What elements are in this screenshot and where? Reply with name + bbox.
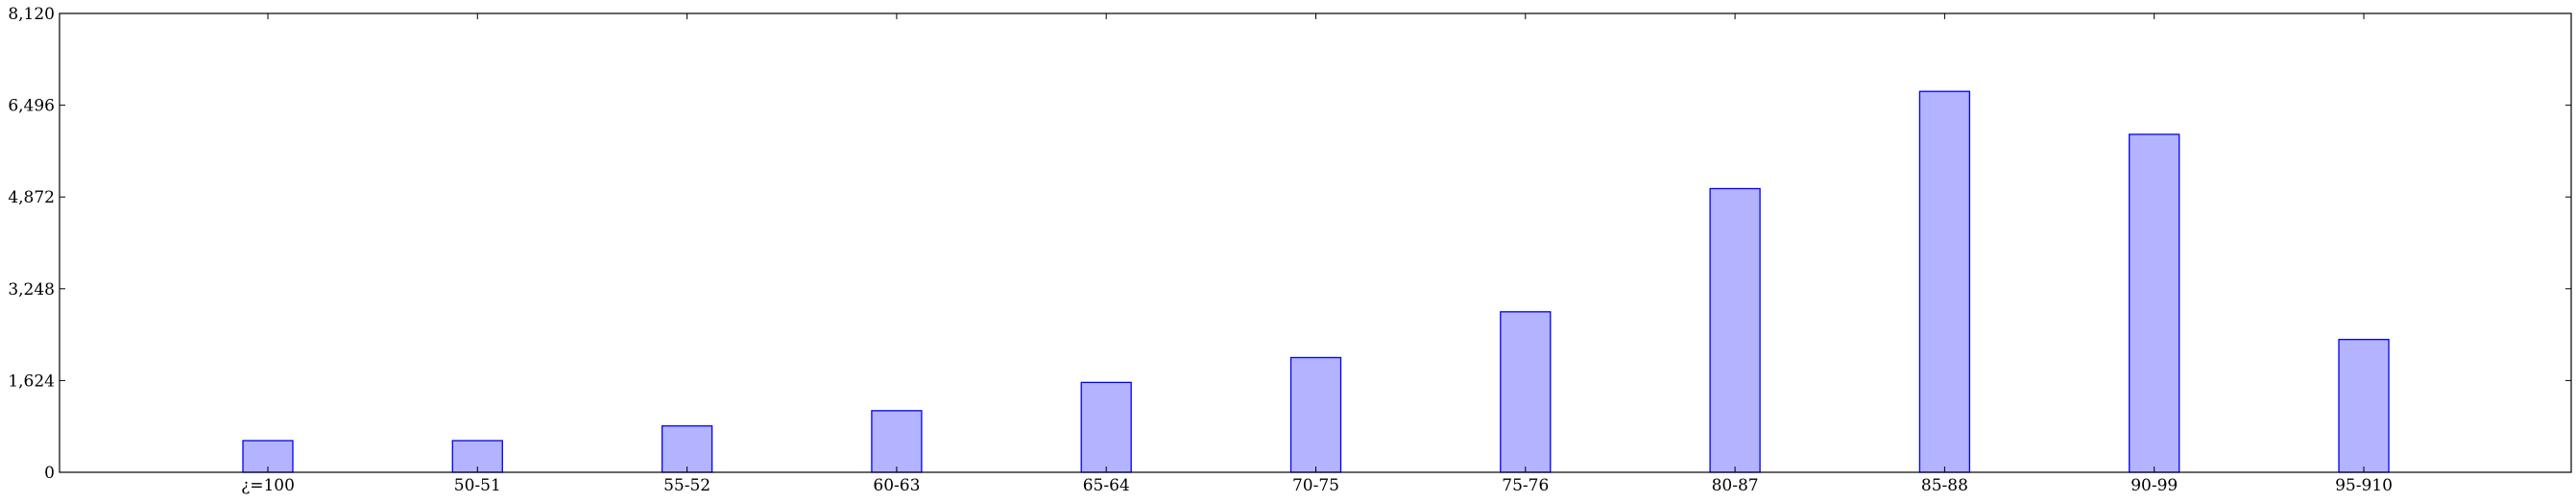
y-tick-label: 1,624 xyxy=(8,371,55,391)
y-tick-label: 0 xyxy=(44,464,55,483)
bars-group xyxy=(242,90,2390,473)
bar-6 xyxy=(1500,311,1552,473)
bar-7 xyxy=(1709,187,1761,473)
y-tick-label: 3,248 xyxy=(8,280,55,299)
y-tick-label: 4,872 xyxy=(8,188,55,207)
y-tick-label: 8,120 xyxy=(8,5,55,24)
y-tick-label: 6,496 xyxy=(8,97,55,116)
bar-5 xyxy=(1289,356,1342,473)
bar-8 xyxy=(1918,90,1971,473)
x-tick-label: 65-64 xyxy=(1083,476,1130,495)
x-tick-label: 75-76 xyxy=(1502,476,1549,495)
plot-frame xyxy=(59,12,2572,473)
bar-9 xyxy=(2129,133,2180,473)
x-axis-ticks: ¿=100 50-51 55-52 60-63 65-64 70-75 75-76 80-87… xyxy=(241,13,2393,495)
y-axis-ticks: 0 1,624 3,248 4,872 6,496 8,120 xyxy=(8,5,2571,483)
x-tick-label: 90-99 xyxy=(2131,476,2178,495)
x-tick-label: 60-63 xyxy=(873,476,920,495)
bar-10 xyxy=(2338,339,2390,473)
x-tick-label: 55-52 xyxy=(663,476,710,495)
x-tick-label: ¿=100 xyxy=(241,476,295,495)
bar-3 xyxy=(871,410,923,473)
x-tick-label: 50-51 xyxy=(454,476,501,495)
bar-2 xyxy=(661,425,713,473)
x-tick-label: 70-75 xyxy=(1292,476,1339,495)
x-tick-label: 80-87 xyxy=(1712,476,1759,495)
x-tick-label: 85-88 xyxy=(1921,476,1968,495)
x-tick-label: 95-910 xyxy=(2335,476,2393,495)
bar-4 xyxy=(1080,381,1132,473)
